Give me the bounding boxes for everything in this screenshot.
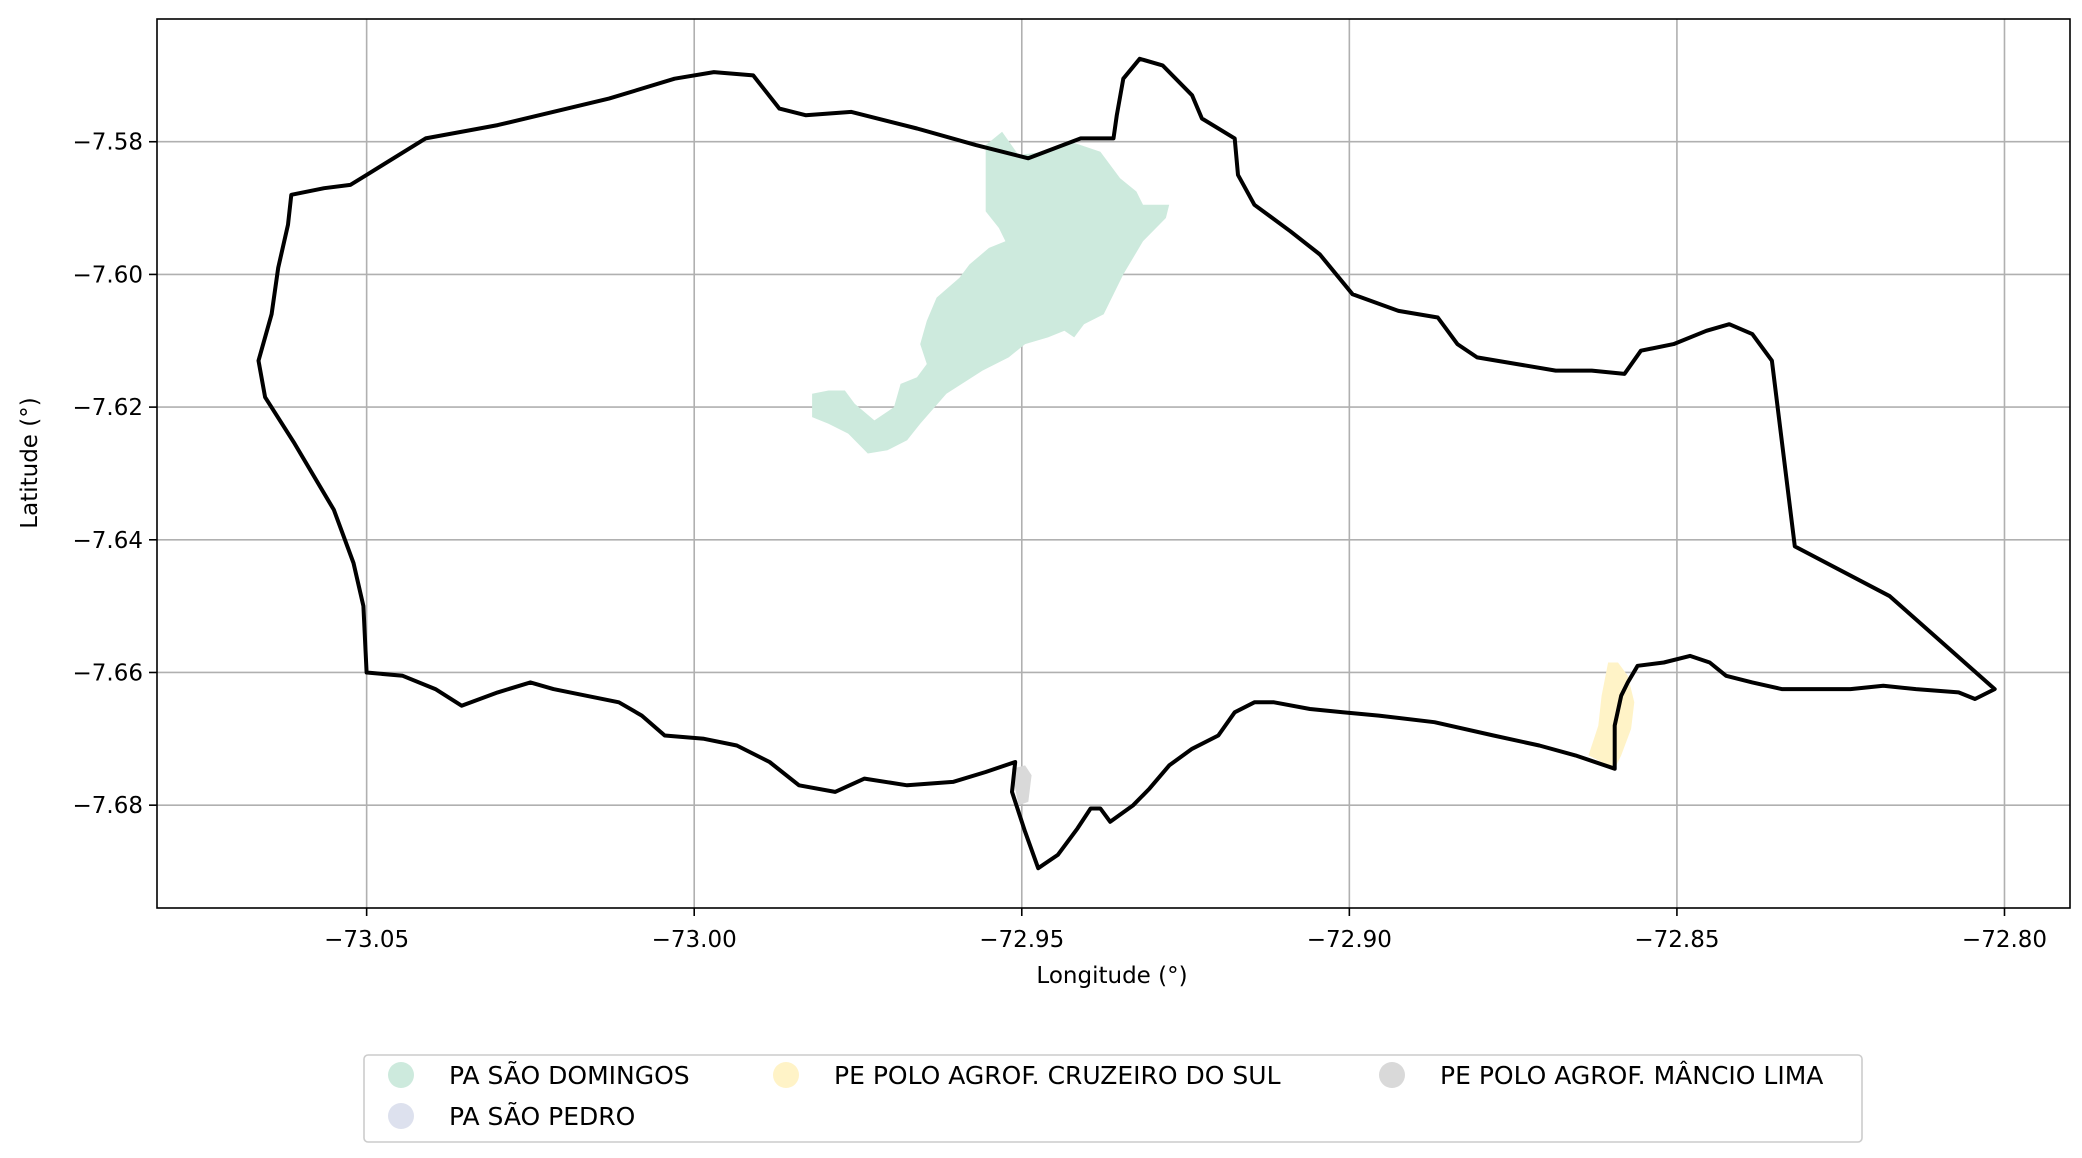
area-pa-sao-domingos	[812, 131, 1170, 454]
legend-label-pe-polo-mancio-lima: PE POLO AGROF. MÂNCIO LIMA	[1440, 1061, 1823, 1090]
y-tick-label: −7.58	[73, 130, 143, 156]
x-tick-label: −72.90	[1307, 927, 1392, 953]
x-axis-label: Longitude (°)	[1036, 963, 1187, 989]
y-axis-label: Latitude (°)	[17, 397, 43, 528]
municipality-boundary	[256, 56, 1997, 871]
axis-ticks: −73.05 −73.00 −72.95 −72.90 −72.85 −72.80 −7.5…	[73, 130, 2048, 953]
x-tick-label: −73.00	[652, 927, 737, 953]
legend-marker-pa-sao-pedro	[388, 1103, 414, 1129]
legend-marker-pe-polo-cruzeiro-do-sul	[773, 1062, 799, 1088]
y-tick-label: −7.64	[73, 528, 143, 554]
y-tick-label: −7.66	[73, 660, 143, 686]
legend-label-pe-polo-cruzeiro-do-sul: PE POLO AGROF. CRUZEIRO DO SUL	[834, 1061, 1281, 1090]
legend: PA SÃO DOMINGOS PA SÃO PEDRO PE POLO AGR…	[363, 1054, 1863, 1143]
x-tick-label: −72.80	[1962, 927, 2047, 953]
legend-marker-pe-polo-mancio-lima	[1379, 1062, 1405, 1088]
y-tick-label: −7.68	[73, 793, 143, 819]
area-pe-polo-agrof-mancio-lima	[1012, 765, 1032, 806]
x-tick-label: −73.05	[324, 927, 409, 953]
y-tick-label: −7.60	[73, 262, 143, 288]
x-tick-label: −72.95	[979, 927, 1064, 953]
legend-label-pa-sao-domingos: PA SÃO DOMINGOS	[449, 1060, 690, 1090]
legend-frame	[363, 1054, 1863, 1143]
y-tick-label: −7.62	[73, 395, 143, 421]
boundary-outline	[256, 56, 1997, 871]
plot-area-background	[157, 19, 2070, 908]
plot-frame	[156, 18, 2071, 909]
x-tick-label: −72.85	[1634, 927, 1719, 953]
legend-label-pa-sao-pedro: PA SÃO PEDRO	[449, 1101, 635, 1131]
legend-marker-pa-sao-domingos	[388, 1062, 414, 1088]
